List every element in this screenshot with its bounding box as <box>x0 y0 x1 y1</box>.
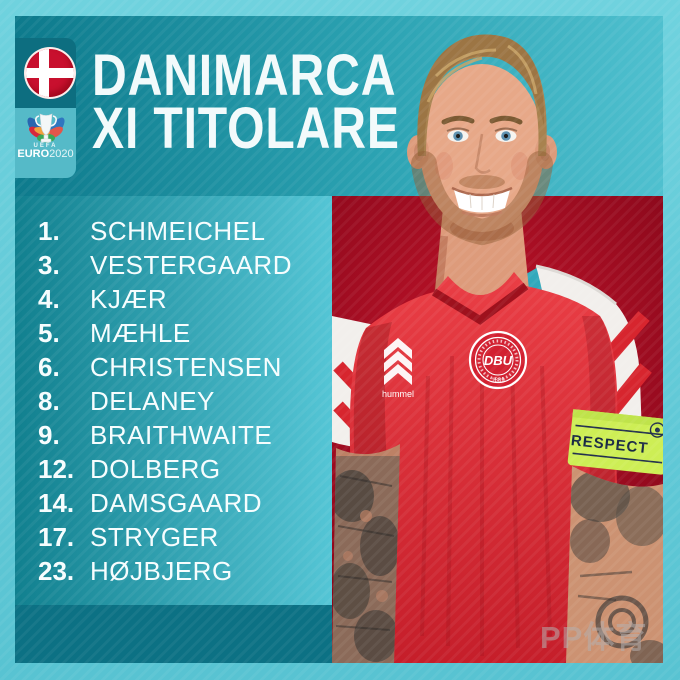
dbu-crest-year: 1889 <box>491 378 505 384</box>
captain-armband: RESPECT <box>567 409 663 475</box>
team-badge-panel: UEFA EURO2020 <box>15 38 76 178</box>
player-row: 4. KJÆR <box>38 283 168 314</box>
player-row: 9. BRAITHWAITE <box>38 419 273 450</box>
eyes <box>446 127 518 142</box>
title-line-1: DANIMARCA <box>92 43 397 108</box>
player-portrait-illustration: hummel DBU 1889 <box>332 34 663 663</box>
player-row: 8. DELANEY <box>38 385 215 416</box>
player-row: 5. MÆHLE <box>38 317 191 348</box>
denmark-flag-icon <box>24 47 76 99</box>
player-row: 14. DAMSGAARD <box>38 487 263 518</box>
header-band <box>15 16 663 196</box>
uefa-label: UEFA <box>33 143 58 149</box>
player-head <box>407 34 557 246</box>
euro2020-panel: UEFA EURO2020 <box>15 108 76 178</box>
player-row: 6. CHRISTENSEN <box>38 351 282 382</box>
watermark: PP体育 <box>540 620 648 655</box>
player-row: 17. STRYGER <box>38 521 219 552</box>
page-title: DANIMARCA XI TITOLARE <box>92 43 400 161</box>
euro2020-trophy-icon <box>26 113 65 143</box>
dbu-crest-text: DBU <box>484 353 513 368</box>
player-row: 3. VESTERGAARD <box>38 249 292 280</box>
player-row: 12. DOLBERG <box>38 453 221 484</box>
euro2020-label: EURO2020 <box>17 148 74 160</box>
lineup-background <box>15 196 332 605</box>
hummel-logo <box>384 338 412 385</box>
title-line-2: XI TITOLARE <box>92 96 400 161</box>
dbu-crest: DBU 1889 <box>468 330 528 390</box>
starting-eleven-list: 1. SCHMEICHEL 3. VESTERGAARD 4. KJÆR 5. MÆHL… <box>15 214 332 588</box>
hummel-brand-text: hummel <box>382 389 414 399</box>
player-photo: hummel DBU 1889 <box>332 16 663 663</box>
footer-band <box>15 605 332 663</box>
flag-panel <box>15 38 76 108</box>
player-row: 23. HØJBJERG <box>38 555 233 586</box>
player-row: 1. SCHMEICHEL <box>38 215 266 246</box>
